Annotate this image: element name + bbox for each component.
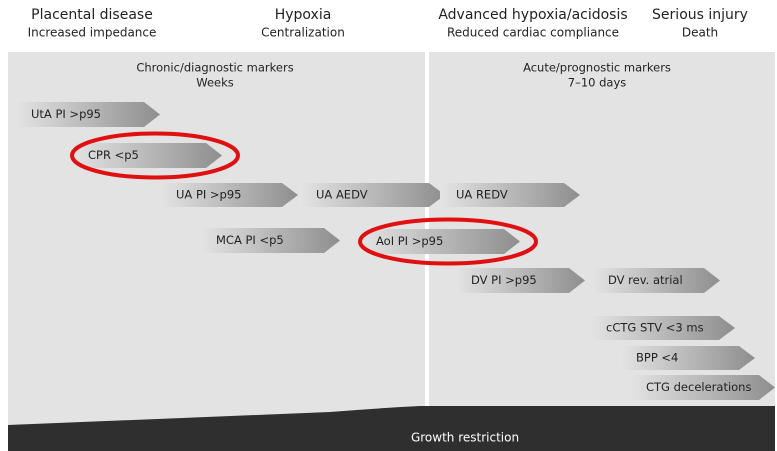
panel-subtitle: Weeks: [196, 76, 234, 90]
marker-arrow: [15, 102, 160, 127]
marker-arrow: [592, 268, 720, 293]
stage-subtitle: Increased impedance: [28, 26, 157, 40]
marker-label: DV PI >p95: [471, 273, 537, 287]
marker-arrow: [160, 183, 298, 207]
marker-label: UA REDV: [456, 188, 508, 202]
marker-label: AoI PI >p95: [376, 234, 443, 248]
marker-arrow: [440, 183, 580, 207]
panel-title: Acute/prognostic markers: [523, 61, 671, 75]
marker-label: DV rev. atrial: [608, 273, 683, 287]
content: Placental disease Increased impedance Hypo…: [15, 7, 775, 400]
marker-label: UA PI >p95: [176, 188, 242, 202]
highlight-ellipse: [70, 131, 240, 180]
stage-title: Advanced hypoxia/acidosis: [438, 7, 627, 23]
stage-title: Placental disease: [31, 7, 153, 23]
marker-arrow: [360, 229, 520, 254]
marker-label: CTG decelerations: [646, 380, 751, 394]
marker-label: BPP <4: [636, 351, 678, 365]
stage-title: Hypoxia: [275, 7, 332, 23]
marker-arrow: [455, 268, 585, 293]
stage-title: Serious injury: [652, 7, 748, 23]
stage-subtitle: Centralization: [261, 26, 345, 40]
stage-subtitle: Death: [682, 26, 718, 40]
marker-arrow: [300, 183, 445, 207]
growth-wedge: [8, 406, 775, 451]
marker-label: cCTG STV <3 ms: [606, 321, 704, 335]
marker-arrow: [620, 346, 755, 370]
marker-label: CPR <p5: [88, 148, 139, 162]
marker-label: MCA PI <p5: [216, 233, 284, 247]
highlight-ellipse: [358, 217, 538, 266]
marker-label: UA AEDV: [316, 188, 368, 202]
marker-label: UtA PI >p95: [31, 107, 101, 121]
marker-arrow: [590, 316, 735, 340]
panel-subtitle: 7–10 days: [568, 76, 627, 90]
footer-label: Growth restriction: [411, 431, 519, 445]
stage-subtitle: Reduced cardiac compliance: [447, 26, 619, 40]
panel-title: Chronic/diagnostic markers: [136, 61, 293, 75]
marker-arrow: [630, 375, 775, 400]
marker-arrow: [200, 228, 340, 253]
marker-arrow: [72, 143, 222, 168]
